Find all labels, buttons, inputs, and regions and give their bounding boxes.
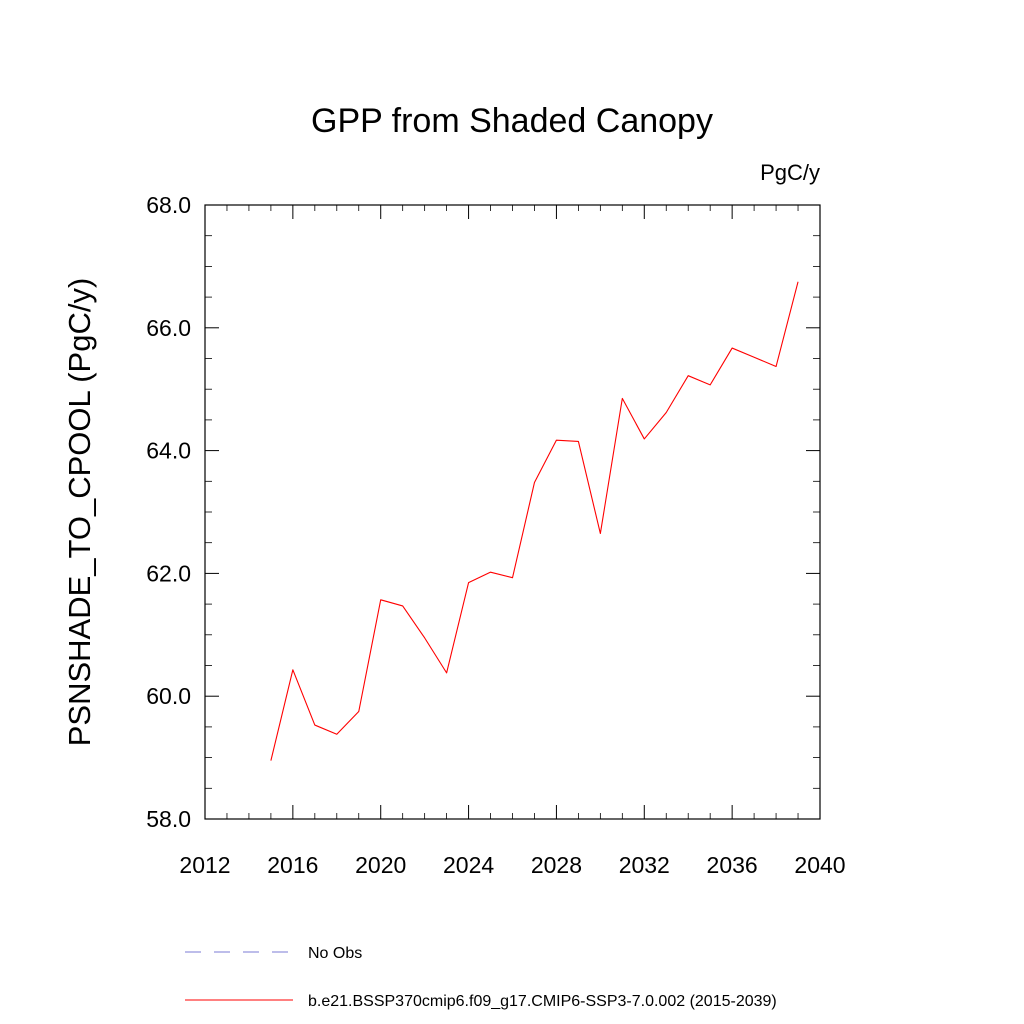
chart-title: GPP from Shaded Canopy: [311, 102, 713, 140]
plot-frame: [204, 204, 821, 820]
x-tick-label: 2012: [179, 852, 230, 878]
legend: No Obs b.e21.BSSP370cmip6.f09_g17.CMIP6-S…: [185, 945, 777, 1010]
y-tick-label: 68.0: [146, 192, 191, 218]
legend-label: b.e21.BSSP370cmip6.f09_g17.CMIP6-SSP3-7.…: [308, 993, 777, 1010]
legend-label: No Obs: [308, 945, 362, 962]
x-tick-label: 2016: [267, 852, 318, 878]
y-tick-label: 58.0: [146, 806, 191, 832]
axes: 2012 2016 2020 2024 2028 2032 2036 2040 58.0 60.0…: [146, 192, 845, 878]
y-tick-label: 66.0: [146, 315, 191, 341]
x-tick-label: 2020: [355, 852, 406, 878]
x-tick-label: 2036: [707, 852, 758, 878]
x-tick-label: 2028: [531, 852, 582, 878]
x-tick-label: 2040: [794, 852, 845, 878]
y-axis-label: PSNSHADE_TO_CPOOL (PgC/y): [62, 278, 97, 747]
x-tick-label: 2032: [619, 852, 670, 878]
units-label: PgC/y: [760, 160, 820, 185]
y-tick-label: 62.0: [146, 560, 191, 586]
series-layer: [270, 281, 799, 761]
x-tick-label: 2024: [443, 852, 494, 878]
y-tick-label: 60.0: [146, 683, 191, 709]
y-tick-label: 64.0: [146, 438, 191, 464]
series-line: [270, 281, 799, 761]
